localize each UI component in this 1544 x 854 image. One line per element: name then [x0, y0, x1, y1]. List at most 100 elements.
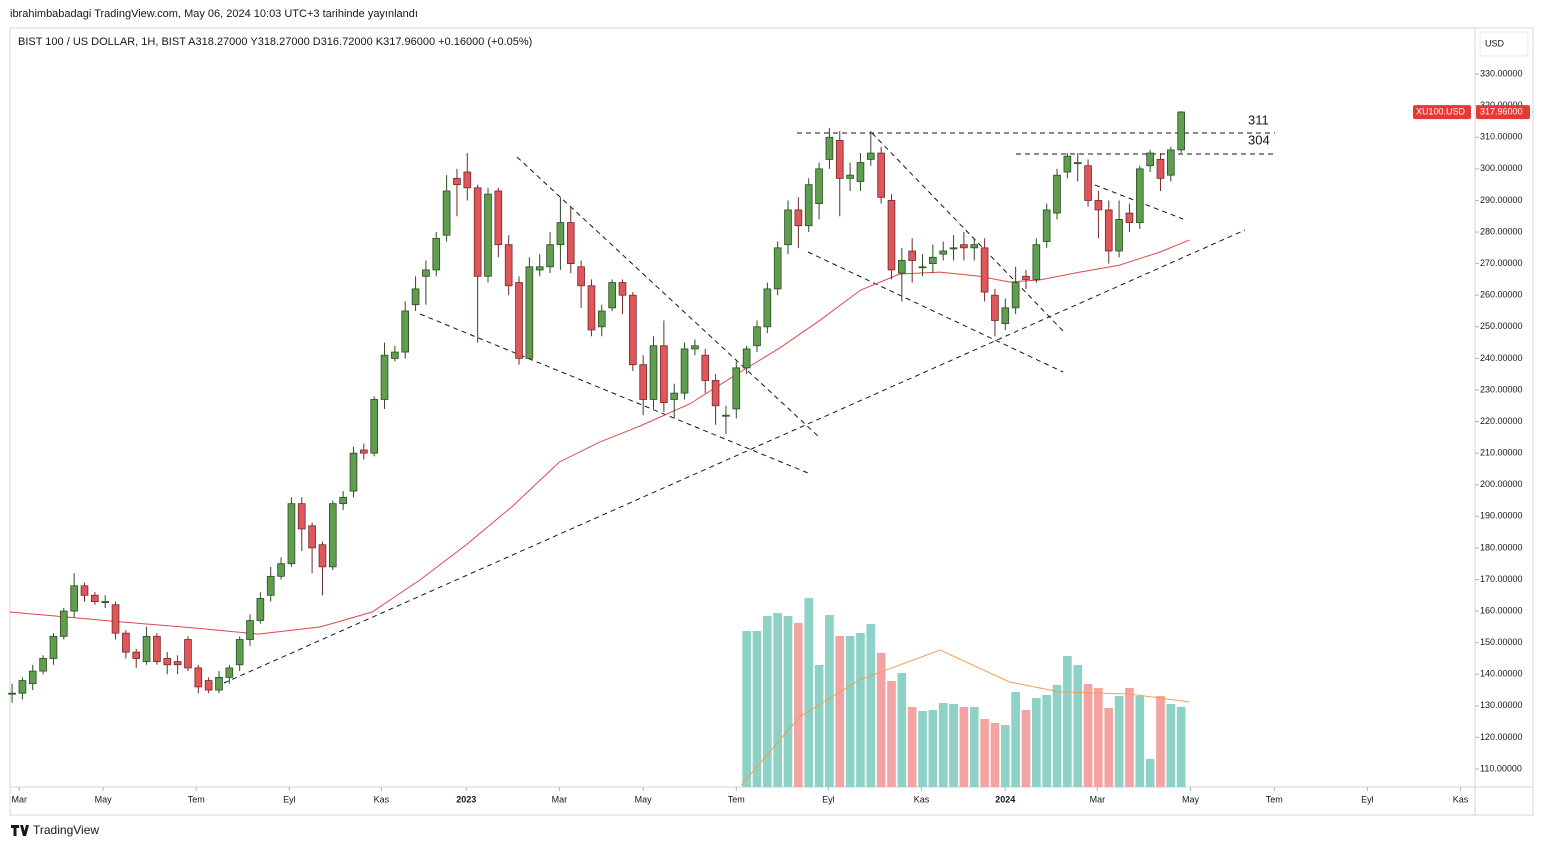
- x-tick-label: Eyl: [822, 794, 835, 804]
- x-tick-label: 2023: [456, 794, 476, 804]
- level-annotation: 311: [1248, 112, 1269, 127]
- candle-body: [422, 269, 430, 277]
- y-tick-label: 190.00000: [1480, 511, 1523, 521]
- x-tick-label: Mar: [1090, 794, 1106, 804]
- candle-body: [59, 610, 68, 637]
- candle-body: [153, 635, 161, 663]
- candle-body: [173, 661, 182, 666]
- candle-body: [39, 658, 47, 672]
- candle-body: [546, 244, 554, 268]
- x-tick-label: Mar: [552, 794, 568, 804]
- volume-bar: [783, 616, 793, 787]
- volume-bar: [794, 623, 803, 787]
- volume-bar: [928, 710, 938, 787]
- candle-body: [132, 651, 141, 659]
- volume-bar: [1135, 696, 1145, 787]
- currency-button[interactable]: [1479, 31, 1529, 57]
- volume-pane: [741, 598, 1190, 787]
- currency-label: USD: [1485, 38, 1505, 48]
- volume-bar: [814, 665, 824, 787]
- x-tick-label: Mar: [12, 794, 28, 804]
- candle-body: [660, 345, 668, 404]
- candle-body: [297, 503, 306, 530]
- candle-body: [1146, 152, 1154, 167]
- candle-body: [949, 247, 958, 250]
- candle-body: [360, 449, 368, 454]
- candle-body: [960, 244, 968, 249]
- y-tick-label: 290.00000: [1480, 195, 1523, 205]
- candle-body: [1053, 174, 1061, 214]
- x-tick-label: May: [1182, 794, 1200, 804]
- volume-bar: [1000, 725, 1010, 787]
- candle-body: [328, 503, 337, 568]
- y-tick-label: 150.00000: [1480, 637, 1523, 647]
- volume-bar: [887, 681, 896, 787]
- trendline: [516, 156, 819, 437]
- candle-body: [639, 364, 647, 400]
- volume-bar: [1166, 704, 1176, 787]
- candle-body: [525, 266, 534, 359]
- candle-body: [918, 266, 927, 269]
- candle-body: [453, 177, 461, 186]
- candle-body: [566, 222, 575, 265]
- candle-body: [866, 152, 875, 160]
- volume-bar: [1052, 685, 1062, 787]
- candle-body: [929, 256, 937, 265]
- y-tick-label: 110.00000: [1480, 763, 1522, 773]
- footer-logo: TradingView: [11, 823, 99, 837]
- candle-body: [908, 250, 916, 261]
- candle-body: [122, 632, 130, 653]
- last-price-label: 317.96000: [1480, 107, 1523, 117]
- candle-body: [856, 162, 865, 182]
- candle-body: [825, 136, 834, 160]
- trendline: [223, 229, 1246, 684]
- volume-bar: [897, 673, 907, 787]
- candle-body: [308, 525, 316, 549]
- volume-bar: [762, 616, 772, 787]
- candle-body: [898, 260, 906, 274]
- y-tick-label: 130.00000: [1480, 700, 1523, 710]
- candle-body: [380, 354, 389, 400]
- volume-bar: [907, 707, 917, 787]
- y-tick-label: 250.00000: [1480, 321, 1523, 331]
- y-tick-label: 310.00000: [1480, 132, 1523, 142]
- y-tick-label: 230.00000: [1480, 384, 1523, 394]
- volume-bar: [990, 723, 1000, 787]
- volume-bar: [1125, 688, 1134, 787]
- volume-bar: [866, 624, 876, 787]
- y-tick-label: 140.00000: [1480, 669, 1523, 679]
- candle-body: [618, 282, 627, 296]
- x-tick-label: Kas: [914, 794, 930, 804]
- candle-body: [680, 348, 689, 394]
- candle-body: [287, 503, 296, 565]
- x-tick-label: Eyl: [283, 794, 296, 804]
- y-tick-label: 210.00000: [1480, 448, 1523, 458]
- candle-body: [608, 282, 616, 309]
- volume-bar: [1145, 759, 1155, 787]
- volume-bar: [845, 636, 855, 787]
- candle-body: [1042, 209, 1051, 242]
- candle-body: [28, 670, 37, 685]
- candle-body: [670, 392, 679, 400]
- candle-body: [587, 285, 596, 331]
- candle-body: [339, 496, 347, 505]
- x-tick-label: 2024: [995, 794, 1015, 804]
- candle-body: [101, 601, 109, 603]
- x-tick-label: Tem: [728, 794, 745, 804]
- candle-body: [463, 171, 472, 189]
- volume-bar: [1094, 688, 1103, 787]
- candle-body: [742, 348, 751, 369]
- candle-body: [1094, 200, 1103, 211]
- candle-body: [401, 310, 410, 353]
- candle-body: [939, 250, 948, 255]
- candle-body: [494, 190, 503, 246]
- candle-body: [515, 282, 523, 359]
- candle-body: [597, 310, 606, 328]
- candle-body: [535, 266, 544, 271]
- volume-bar: [1063, 656, 1072, 787]
- candle-body: [794, 209, 803, 227]
- candle-body: [763, 288, 772, 328]
- candle-body: [391, 351, 399, 359]
- volume-bar: [959, 707, 969, 787]
- candle-body: [318, 544, 327, 568]
